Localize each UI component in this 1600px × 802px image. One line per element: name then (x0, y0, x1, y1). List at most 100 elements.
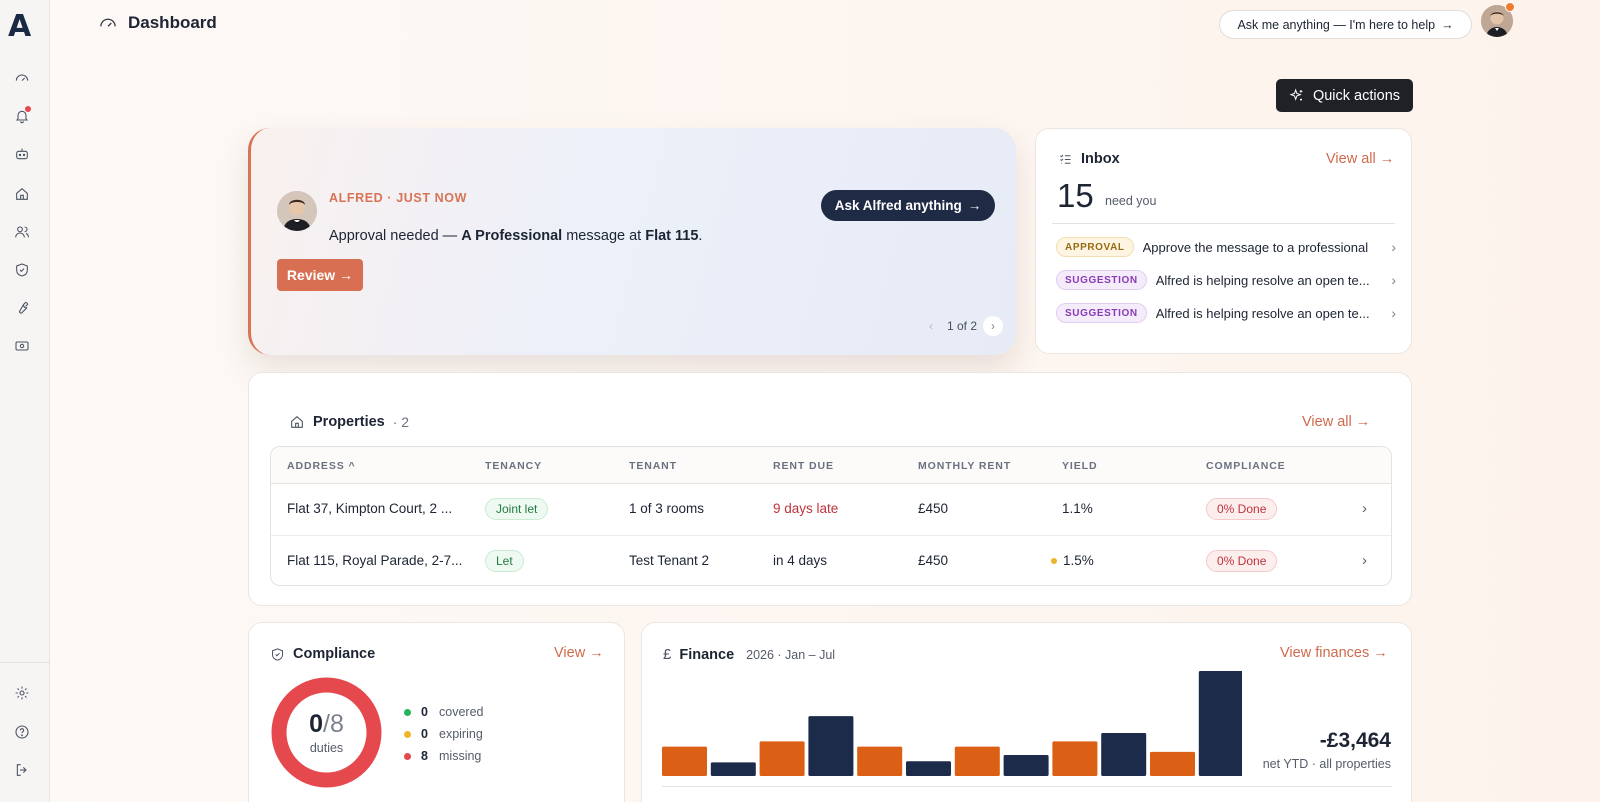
income-bar-apr[interactable] (954, 746, 1000, 776)
message-recipient: A Professional (461, 228, 563, 244)
tenancy-badge: Joint let (485, 498, 549, 520)
chevron-right-icon: › (1391, 305, 1396, 321)
table-row[interactable]: Flat 115, Royal Parade, 2-7... Let Test … (271, 535, 1391, 585)
properties-view-all-link[interactable]: View all → (1302, 414, 1371, 430)
inbox-item[interactable]: APPROVAL Approve the message to a profes… (1056, 236, 1396, 258)
finance-header: £ Finance 2026 · Jan – Jul (663, 646, 835, 663)
income-bar-feb[interactable] (759, 741, 805, 776)
column-address[interactable]: ADDRESS ^ (287, 460, 356, 472)
income-bar-mar[interactable] (857, 746, 903, 776)
wrench-icon[interactable] (13, 299, 31, 317)
properties-title: Properties (313, 414, 385, 430)
inbox-item-text: Approve the message to a professional (1142, 239, 1369, 255)
compliance-badge: 0% Done (1206, 498, 1278, 520)
chevron-right-icon: › (1362, 552, 1367, 569)
cell-monthly-rent: £450 (918, 553, 949, 568)
next-button[interactable]: › (983, 316, 1004, 336)
quick-actions-label: Quick actions (1312, 87, 1401, 104)
cell-address: Flat 115, Royal Parade, 2-7... (287, 553, 463, 568)
finance-view-link[interactable]: View finances → (1280, 645, 1388, 661)
sidebar: A (0, 0, 50, 802)
cell-address: Flat 37, Kimpton Court, 2 ... (287, 501, 453, 516)
home-icon[interactable] (13, 185, 31, 203)
suggestion-badge: SUGGESTION (1056, 270, 1147, 290)
ticket-icon[interactable] (13, 337, 31, 355)
column-compliance[interactable]: COMPLIANCE (1206, 460, 1286, 472)
notification-dot (25, 106, 31, 112)
alfred-message-card: ALFRED · JUST NOW Approval needed — A Pr… (248, 128, 1016, 355)
inbox-view-all-link[interactable]: View all → (1326, 151, 1395, 167)
logout-icon[interactable] (13, 761, 31, 779)
ask-alfred-label: Ask Alfred anything (834, 198, 962, 213)
ask-alfred-button[interactable]: Ask Alfred anything → (821, 190, 995, 221)
legend-count: 0 (421, 727, 428, 741)
expiring-dot (404, 730, 411, 738)
compliance-donut (271, 677, 382, 788)
table-row[interactable]: Flat 37, Kimpton Court, 2 ... Joint let … (271, 484, 1391, 535)
column-tenancy[interactable]: TENANCY (485, 460, 543, 472)
ask-assistant-input[interactable]: Ask me anything — I'm here to help → (1219, 10, 1472, 39)
inbox-item-text: Alfred is helping resolve an open te... (1155, 305, 1370, 321)
cell-rent-due: 9 days late (773, 501, 839, 516)
inbox-header: Inbox (1058, 151, 1120, 167)
inbox-item-text: Alfred is helping resolve an open te... (1155, 272, 1370, 288)
inbox-title: Inbox (1081, 151, 1120, 167)
income-bar-may[interactable] (1052, 741, 1098, 776)
properties-card: Properties · 2 View all → ADDRESS ^ TENA… (248, 372, 1412, 606)
income-bar-jan[interactable] (662, 746, 707, 776)
covered-count: 0 (309, 710, 324, 738)
legend-expiring: 0 expiring (404, 723, 483, 745)
expenses-bar-feb[interactable] (808, 716, 854, 776)
app-logo[interactable]: A (8, 9, 31, 44)
cell-yield: 1.5% (1051, 553, 1094, 568)
legend-label: covered (439, 705, 484, 719)
expenses-bar-may[interactable] (1101, 732, 1147, 776)
column-yield[interactable]: YIELD (1062, 460, 1098, 472)
cell-monthly-rent: £450 (918, 501, 949, 516)
bell-icon[interactable] (13, 106, 31, 125)
gauge-icon[interactable] (13, 69, 31, 87)
compliance-view-link[interactable]: View → (554, 645, 604, 661)
pound-icon: £ (663, 646, 672, 663)
inbox-item[interactable]: SUGGESTION Alfred is helping resolve an … (1056, 302, 1396, 324)
donut-center: 0/8 duties (269, 675, 384, 790)
expenses-bar-mar[interactable] (906, 761, 951, 776)
bot-icon[interactable] (13, 145, 31, 163)
expenses-bar-jun[interactable] (1198, 671, 1242, 776)
properties-header: Properties · 2 (289, 414, 409, 430)
net-ytd-value: -£3,464 (1319, 729, 1391, 752)
table-header: ADDRESS ^ TENANCY TENANT RENT DUE MONTHL… (271, 447, 1391, 484)
user-avatar[interactable] (1481, 5, 1513, 37)
page-title: Dashboard (128, 13, 217, 32)
message-text: Approval needed — A Professional message… (329, 228, 702, 244)
users-icon[interactable] (13, 223, 31, 241)
alfred-avatar (277, 191, 317, 231)
review-button[interactable]: Review → (277, 259, 363, 291)
inbox-count-label: need you (1105, 194, 1157, 208)
legend-covered: 0 covered (404, 701, 483, 723)
shield-icon[interactable] (13, 261, 31, 279)
help-icon[interactable] (13, 723, 31, 741)
column-rent-due[interactable]: RENT DUE (773, 460, 834, 472)
message-text-part: message at (562, 228, 646, 244)
sidebar-divider (0, 662, 50, 663)
gauge-icon (100, 18, 116, 27)
income-bar-jun[interactable] (1150, 751, 1195, 776)
chevron-right-icon: › (1391, 239, 1396, 255)
expenses-bar-apr[interactable] (1003, 755, 1049, 776)
properties-count: · 2 (392, 414, 410, 430)
legend-count: 8 (421, 749, 428, 763)
quick-actions-button[interactable]: Quick actions (1276, 79, 1413, 112)
expenses-bar-jan[interactable] (710, 762, 756, 776)
duties-count: 0/8 (309, 710, 344, 739)
net-ytd-label: net YTD · all properties (1262, 757, 1391, 771)
column-tenant[interactable]: TENANT (629, 460, 677, 472)
inbox-card: Inbox View all → 15 need you APPROVAL Ap… (1035, 128, 1412, 354)
chevron-right-icon: › (1362, 500, 1367, 517)
column-monthly-rent[interactable]: MONTHLY RENT (918, 460, 1012, 472)
gear-icon[interactable] (13, 684, 31, 702)
previous-button[interactable]: ‹ (929, 319, 933, 333)
inbox-item[interactable]: SUGGESTION Alfred is helping resolve an … (1056, 269, 1396, 291)
cell-yield: 1.1% (1062, 501, 1093, 516)
